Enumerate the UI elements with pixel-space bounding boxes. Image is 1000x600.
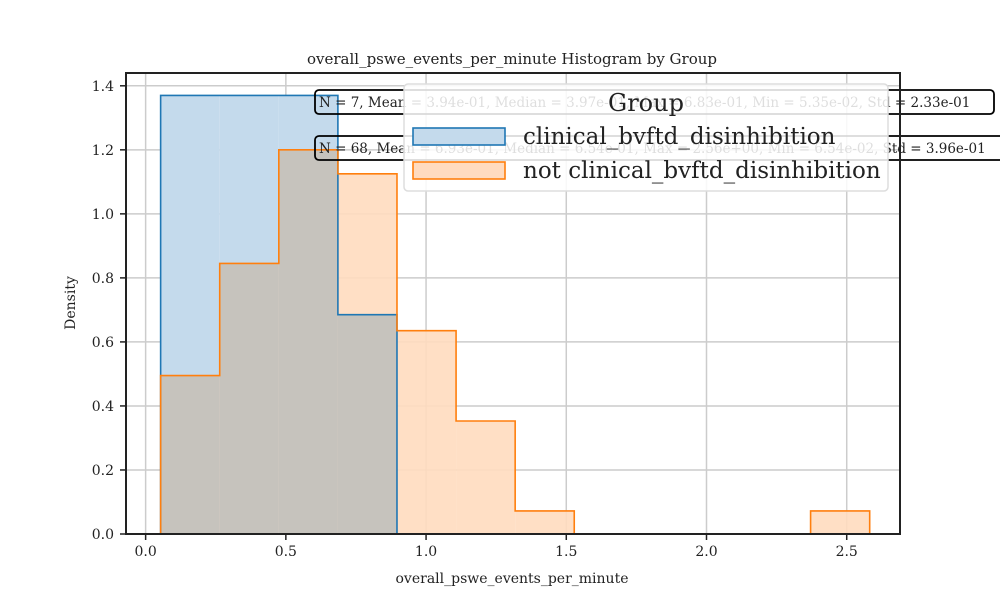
x-tick-label: 2.0: [695, 544, 717, 560]
overlap-bar: [160, 375, 220, 534]
legend-box: [403, 83, 889, 192]
legend-entry: clinical_bvftd_disinhibition: [523, 124, 836, 150]
histogram-bar: [810, 510, 870, 534]
plot-frame: [125, 72, 901, 535]
overlap-bar: [337, 314, 397, 534]
x-axis-ticks: 0.0 0.5 1.0 1.5 2.0 2.5: [134, 534, 858, 560]
histogram-bar: [396, 330, 457, 534]
legend-title: Group: [608, 89, 684, 117]
legend-swatch: [412, 127, 506, 146]
y-tick-label: 1.4: [92, 79, 114, 95]
y-tick-label: 1.0: [92, 207, 114, 223]
overlap-bar: [219, 263, 279, 534]
y-tick-label: 0.6: [92, 335, 114, 351]
y-tick-label: 0.2: [92, 463, 114, 479]
x-tick-label: 1.0: [415, 544, 437, 560]
y-tick-label: 1.2: [92, 143, 114, 159]
x-tick-label: 0.0: [134, 544, 156, 560]
chart-title: overall_pswe_events_per_minute Histogram…: [307, 50, 717, 68]
legend-entry: not clinical_bvftd_disinhibition: [523, 158, 881, 184]
x-tick-label: 0.5: [275, 544, 297, 560]
x-axis-label: overall_pswe_events_per_minute: [396, 571, 629, 587]
y-tick-label: 0.8: [92, 271, 114, 287]
y-tick-label: 0.4: [92, 399, 114, 415]
x-tick-label: 1.5: [555, 544, 577, 560]
histogram-outline: [159, 94, 398, 534]
y-axis-label: Density: [63, 276, 79, 330]
y-tick-label: 0.0: [92, 527, 114, 543]
legend-swatch: [412, 161, 506, 180]
histogram-bar: [515, 510, 575, 534]
x-tick-label: 2.5: [836, 544, 858, 560]
y-axis-ticks: 0.0 0.2 0.4 0.6 0.8 1.0 1.2 1.4: [92, 79, 126, 543]
histogram-bars: [159, 94, 871, 535]
histogram-bar: [456, 420, 516, 534]
overlap-bar: [278, 149, 338, 535]
